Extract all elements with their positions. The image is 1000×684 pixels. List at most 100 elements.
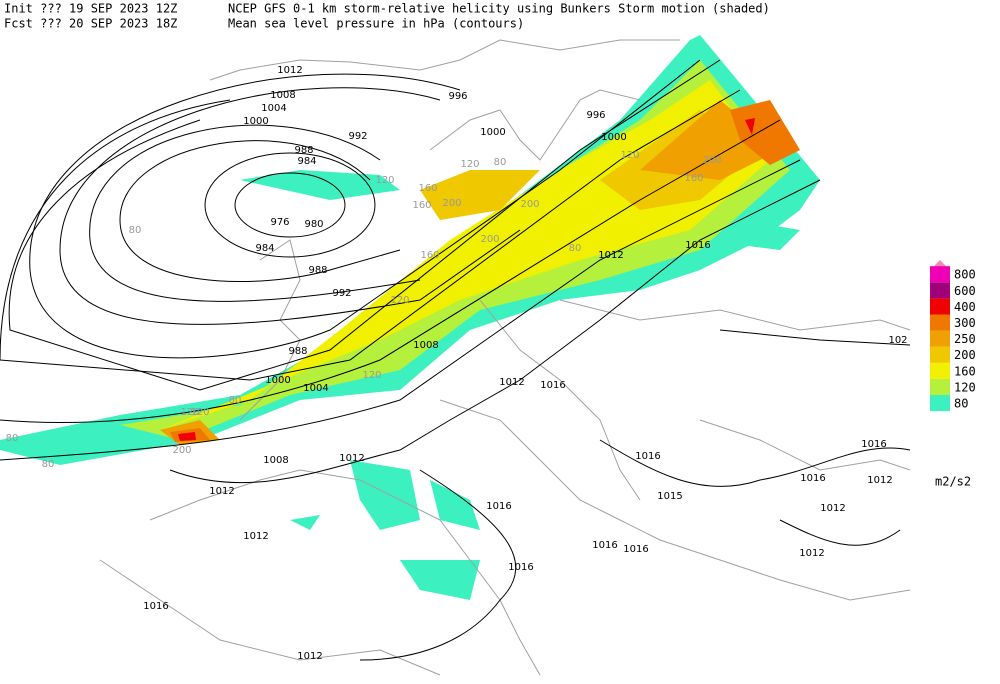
- isobar-label: 1016: [800, 473, 825, 484]
- coast: [99, 559, 441, 676]
- legend-swatch: [930, 282, 950, 299]
- isobar-label: 1012: [598, 250, 623, 261]
- isobar: [359, 469, 517, 661]
- isobar-label: 1016: [143, 601, 168, 612]
- isobar-label: 1012: [243, 531, 268, 542]
- isobar-label: 1000: [480, 127, 505, 138]
- helicity-label: 80: [42, 459, 55, 470]
- legend-swatch: [930, 395, 950, 412]
- isobar-label: 980: [304, 219, 323, 230]
- isobar-label: 1012: [209, 486, 234, 497]
- coast: [439, 399, 911, 601]
- isobar: [779, 519, 901, 546]
- isobar: [169, 179, 821, 484]
- isobar: [234, 172, 346, 238]
- helicity-label: 120: [190, 407, 209, 418]
- helicity-label: 80: [229, 395, 242, 406]
- legend-label: 600: [954, 284, 976, 298]
- helicity-area: [430, 480, 480, 530]
- isobar-label: 1012: [339, 453, 364, 464]
- isobar-label: 984: [297, 156, 316, 167]
- isobar: [89, 124, 421, 302]
- isobar-label: 988: [288, 346, 307, 357]
- helicity-label: 120: [620, 150, 639, 161]
- isobar-label: 996: [448, 91, 467, 102]
- helicity-label: 200: [442, 198, 461, 209]
- isobar-label: 1000: [601, 132, 626, 143]
- isobar-label: 1000: [265, 375, 290, 386]
- helicity-area: [640, 100, 780, 180]
- helicity-label: 200: [480, 234, 499, 245]
- helicity-label: 80: [494, 157, 507, 168]
- isobar-label: 1004: [261, 103, 286, 114]
- isobar: [204, 152, 376, 258]
- init-time: Init ??? 19 SEP 2023 12Z: [4, 2, 177, 16]
- helicity-label: 200: [520, 199, 539, 210]
- coast: [209, 39, 680, 81]
- helicity-area: [160, 80, 770, 430]
- isobar-label: 1016: [623, 544, 648, 555]
- isobar-label: 1016: [540, 380, 565, 391]
- isobar: [29, 59, 701, 359]
- isobar-label: 1000: [243, 116, 268, 127]
- helicity-label: 160: [420, 250, 439, 261]
- helicity-area: [745, 118, 755, 135]
- border: [559, 299, 911, 331]
- isobar: [599, 439, 911, 487]
- isobar-label: 992: [348, 131, 367, 142]
- helicity-label: 120: [362, 370, 381, 381]
- helicity-label: 200: [172, 445, 191, 456]
- isobar-label: 1008: [270, 90, 295, 101]
- isobar-label: 1008: [413, 340, 438, 351]
- legend-label: 800: [954, 268, 976, 282]
- isobar-label: 988: [308, 265, 327, 276]
- coast: [149, 469, 541, 676]
- isobar-label: 102: [888, 335, 907, 346]
- helicity-label: 80: [6, 433, 19, 444]
- isobar-label: 1012: [277, 65, 302, 76]
- helicity-area: [420, 170, 540, 220]
- helicity-area: [350, 460, 420, 530]
- legend-label: 250: [954, 332, 976, 346]
- helicity-area: [740, 220, 800, 250]
- helicity-label: 80: [129, 225, 142, 236]
- isobar-label: 1012: [799, 548, 824, 559]
- helicity-area: [290, 515, 320, 530]
- legend-swatch: [930, 314, 950, 331]
- helicity-area: [400, 560, 480, 600]
- isobar-label: 1016: [861, 439, 886, 450]
- legend-label: 80: [954, 397, 968, 411]
- helicity-label: 160: [418, 183, 437, 194]
- isobar: [719, 329, 911, 346]
- color-legend: m2/s2 80 120 160 200 250 300 400 600 800: [930, 260, 976, 489]
- coast: [699, 419, 911, 471]
- isobars: [0, 59, 911, 661]
- isobar-label: 1015: [657, 491, 682, 502]
- isobar-label: 1012: [499, 377, 524, 388]
- helicity-label: 160: [684, 173, 703, 184]
- isobar-label: 992: [332, 288, 351, 299]
- legend-label: 300: [954, 316, 976, 330]
- isobar: [119, 140, 401, 283]
- isobar-label: 1016: [508, 562, 533, 573]
- legend-swatch: [930, 330, 950, 347]
- legend-label: 160: [954, 364, 976, 378]
- isobar-label: 984: [255, 243, 274, 254]
- legend-swatch: [930, 298, 950, 315]
- legend-label: 120: [954, 380, 976, 394]
- isobar-label: 1016: [685, 240, 710, 251]
- legend-swatch: [930, 362, 950, 379]
- isobar-label: 1004: [303, 383, 328, 394]
- isobar-label: 1016: [635, 451, 660, 462]
- isobar-label: 1016: [486, 501, 511, 512]
- isobar-label: 1012: [867, 475, 892, 486]
- isobar-label: 996: [586, 110, 605, 121]
- legend-label: 200: [954, 348, 976, 362]
- map-title: NCEP GFS 0-1 km storm-relative helicity …: [228, 2, 770, 16]
- legend-label: 400: [954, 300, 976, 314]
- legend-swatch: [930, 266, 950, 283]
- isobar-label: 988: [294, 145, 313, 156]
- isobar: [8, 59, 721, 391]
